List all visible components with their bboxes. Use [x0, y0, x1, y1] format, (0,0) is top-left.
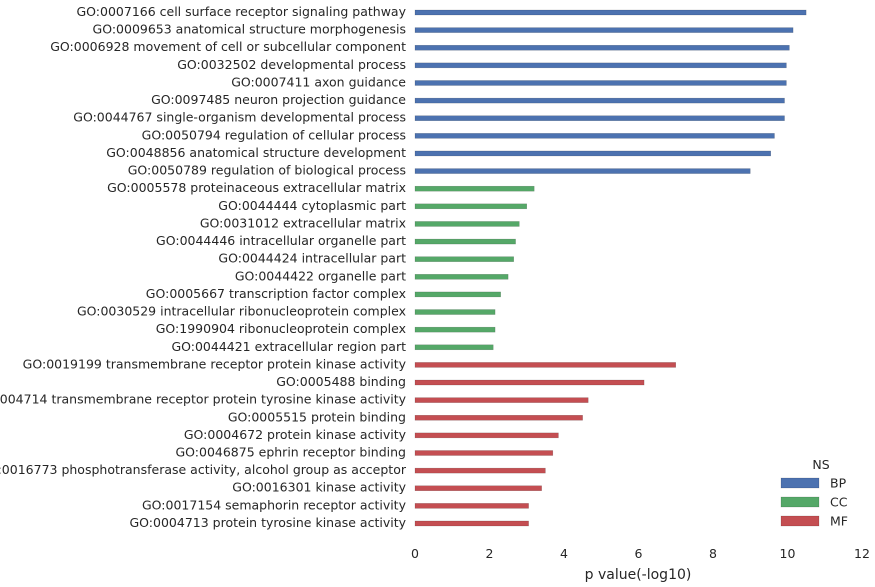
bar-mf-10 [414, 520, 529, 527]
x-tick-label: 4 [560, 546, 568, 561]
category-label: GO:0050794 regulation of cellular proces… [142, 127, 406, 142]
bar-bp-7 [414, 115, 785, 121]
bar-mf-9 [414, 503, 529, 509]
bar-mf-4 [414, 415, 583, 421]
bar-cc-5 [414, 256, 514, 262]
category-label: GO:0009653 anatomical structure morphoge… [93, 22, 406, 37]
bar-bp-5 [414, 80, 787, 86]
bar-mf-5 [414, 432, 559, 439]
category-label: GO:0044446 intracellular organelle part [156, 233, 406, 248]
category-label: GO:0044444 cytoplasmic part [218, 198, 406, 213]
bar-bp-8 [414, 133, 775, 139]
legend-label-mf: MF [830, 514, 848, 529]
x-tick-label: 0 [411, 546, 419, 561]
category-label: GO:0007166 cell surface receptor signali… [76, 4, 406, 19]
category-label: GO:0016773 phosphotransferase activity, … [0, 462, 407, 477]
category-label: GO:1990904 ribonucleoprotein complex [156, 321, 406, 336]
bar-bp-1 [414, 9, 807, 16]
category-label: GO:0005515 protein binding [228, 409, 406, 424]
category-label: GO:0017154 semaphorin receptor activity [142, 497, 407, 512]
legend-label-cc: CC [830, 495, 848, 510]
category-label: GO:0044421 extracellular region part [171, 339, 406, 354]
category-label: GO:0006928 movement of cell or subcellul… [50, 39, 406, 54]
bar-bp-10 [414, 168, 751, 174]
bar-cc-8 [414, 309, 496, 315]
category-label: GO:0004672 protein kinase activity [184, 427, 407, 442]
x-axis-label: p value(-log10) [585, 567, 692, 583]
category-label: GO:0019199 transmembrane receptor protei… [23, 356, 407, 371]
category-label: GO:0030529 intracellular ribonucleoprote… [77, 304, 406, 319]
x-axis-ticks: 0 2 4 6 8 10 12 [411, 546, 870, 561]
x-tick-label: 10 [780, 546, 796, 561]
legend-swatch-cc [780, 496, 820, 508]
bar-cc-4 [414, 238, 516, 245]
category-label: GO:0048856 anatomical structure developm… [106, 145, 406, 160]
category-label: GO:0032502 developmental process [177, 57, 406, 72]
category-label: GO:0005488 binding [276, 374, 406, 389]
category-label: GO:0044424 intracellular part [218, 251, 406, 266]
bar-cc-6 [414, 274, 509, 280]
bar-mf-8 [414, 485, 542, 491]
category-label: GO:0004714 transmembrane receptor protei… [0, 392, 407, 407]
category-label: GO:0005578 proteinaceous extracellular m… [107, 180, 406, 195]
bar-bp-2 [414, 27, 794, 33]
legend-title: NS [812, 457, 829, 472]
category-label: GO:0016301 kinase activity [232, 480, 406, 495]
x-tick-label: 8 [709, 546, 717, 561]
category-label: GO:0044422 organelle part [235, 268, 406, 283]
bar-cc-7 [414, 291, 501, 298]
category-label: GO:0031012 extracellular matrix [200, 215, 406, 230]
category-label: GO:0097485 neuron projection guidance [151, 92, 406, 107]
category-label: GO:0046875 ephrin receptor binding [175, 445, 406, 460]
bar-cc-9 [414, 326, 496, 333]
category-label: GO:0007411 axon guidance [231, 74, 406, 89]
legend: NS BP CC MF [780, 457, 848, 529]
category-label: GO:0005667 transcription factor complex [146, 286, 406, 301]
x-tick-label: 2 [486, 546, 494, 561]
bar-mf-3 [414, 397, 589, 403]
legend-swatch-mf [780, 515, 820, 527]
bar-bp-4 [414, 62, 787, 69]
bar-mf-1 [414, 362, 676, 368]
bar-bp-9 [414, 150, 771, 157]
bar-cc-10 [414, 344, 494, 351]
bar-mf-7 [414, 467, 546, 474]
bar-cc-3 [414, 221, 520, 227]
bar-bp-3 [414, 44, 790, 51]
category-label: GO:0044767 single-organism developmental… [73, 110, 406, 125]
x-tick-label: 12 [854, 546, 870, 561]
bar-mf-2 [414, 379, 645, 386]
bar-bp-6 [414, 97, 785, 104]
bar-cc-2 [414, 203, 527, 210]
legend-swatch-bp [780, 477, 820, 489]
bar-group [414, 9, 807, 527]
bar-mf-6 [414, 450, 554, 456]
category-label: GO:0050789 regulation of biological proc… [128, 163, 406, 178]
bar-cc-1 [414, 185, 535, 192]
legend-label-bp: BP [830, 476, 847, 491]
x-tick-label: 6 [635, 546, 643, 561]
category-labels: GO:0007166 cell surface receptor signali… [0, 4, 407, 530]
category-label: GO:0004713 protein tyrosine kinase activ… [130, 515, 407, 530]
